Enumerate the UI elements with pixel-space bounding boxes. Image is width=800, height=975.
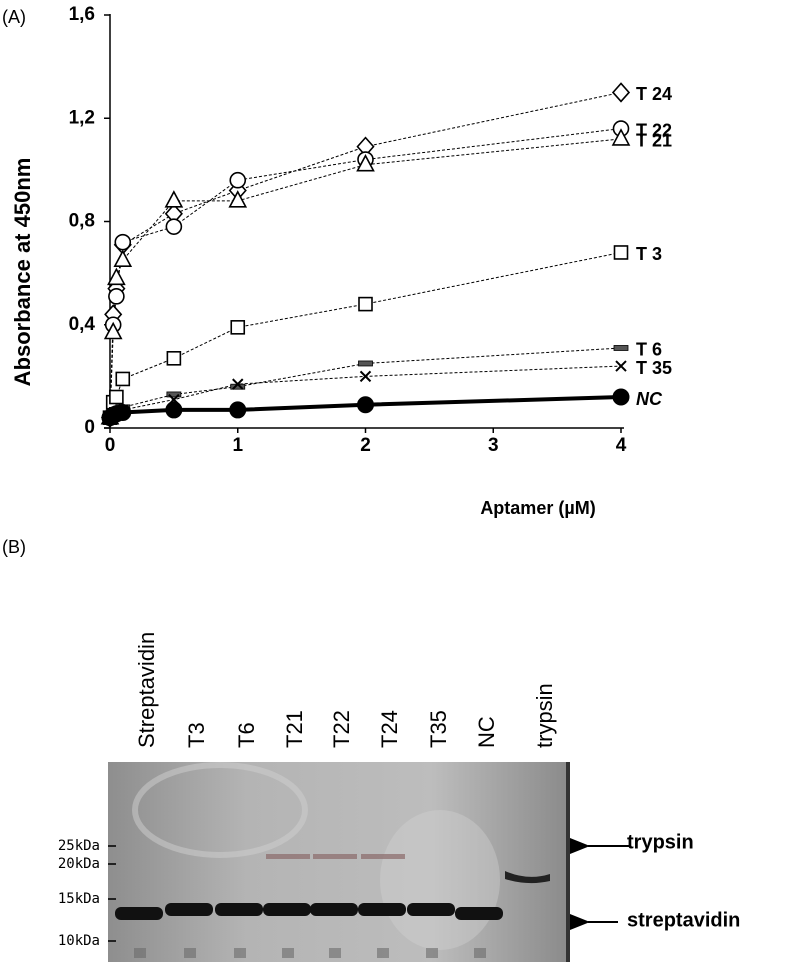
lane-label: T6 [234, 722, 259, 748]
y-tick-label: 0,4 [69, 314, 96, 335]
data-point [229, 401, 247, 419]
panel-label: (B) [2, 537, 26, 557]
protein-band [115, 907, 163, 920]
series-label: T 3 [636, 244, 662, 264]
data-point [359, 370, 372, 383]
y-tick-label: 1,6 [69, 4, 95, 25]
data-point [611, 82, 631, 103]
x-tick-label: 1 [232, 435, 243, 456]
series-label: T 24 [636, 84, 672, 104]
lane-label: T3 [184, 722, 209, 748]
gel-edge [566, 762, 570, 962]
y-axis-label: Absorbance at 450nm [10, 158, 35, 387]
y-tick-label: 0,8 [69, 211, 95, 232]
marker-label: 15kDa [58, 891, 100, 907]
lane-label: Streptavidin [134, 632, 159, 748]
gel-artifact [132, 762, 308, 858]
lane-label: T21 [282, 710, 307, 748]
data-point [611, 128, 631, 146]
series-label: T 22 [636, 120, 672, 140]
faint-band [134, 948, 146, 958]
data-point [358, 296, 373, 312]
lane-label: T24 [377, 710, 402, 748]
data-point [114, 233, 132, 251]
marker-label: 25kDa [58, 838, 100, 854]
lane-label: T35 [426, 710, 451, 748]
gel-artifact [380, 810, 500, 950]
marker-label: 10kDa [58, 933, 100, 949]
series-label: T 6 [636, 340, 662, 360]
arrow-label: trypsin [627, 831, 694, 853]
x-axis-label: Aptamer (µM) [480, 498, 595, 518]
gel-bands [108, 845, 550, 958]
data-point [357, 396, 374, 414]
trypsin-band [505, 871, 550, 884]
data-point [164, 190, 184, 208]
faint-band [282, 948, 294, 958]
series-line [109, 138, 622, 418]
data-point [166, 351, 182, 366]
data-point [232, 378, 244, 390]
series-label: T 21 [636, 131, 672, 151]
faint-band [329, 948, 341, 958]
data-point [356, 154, 375, 172]
faint-band [426, 948, 438, 958]
data-point [165, 401, 183, 419]
data-point [107, 267, 126, 286]
panel-label: (A) [2, 7, 26, 27]
faint-band [184, 948, 196, 958]
data-point [114, 404, 132, 422]
data-point [358, 360, 373, 367]
data-point [113, 249, 133, 268]
y-tick-label: 1,2 [69, 107, 95, 128]
arrow-label: streptavidin [627, 909, 740, 931]
data-point [165, 218, 183, 235]
faint-band [361, 854, 405, 859]
series-label: NC [636, 389, 663, 409]
data-point [613, 345, 629, 351]
gel-image [108, 762, 570, 962]
data-point [230, 320, 246, 335]
protein-band [263, 903, 311, 916]
x-tick-label: 4 [616, 435, 627, 456]
protein-band [215, 903, 263, 916]
lane-label: T22 [329, 710, 354, 748]
protein-band [165, 903, 213, 916]
marker-label: 20kDa [58, 856, 100, 872]
faint-band [474, 948, 486, 958]
data-point [108, 288, 125, 305]
data-point [229, 171, 247, 189]
data-point [228, 190, 248, 208]
x-tick-label: 3 [488, 435, 499, 456]
series-line [109, 365, 622, 419]
data-point [613, 245, 629, 260]
series-line [109, 128, 622, 418]
y-tick-label: 0 [84, 417, 95, 438]
x-tick-label: 2 [360, 435, 371, 456]
faint-band [234, 948, 246, 958]
protein-band [310, 903, 358, 916]
data-point [109, 389, 124, 405]
protein-band [407, 903, 455, 916]
data-point [115, 371, 131, 387]
data-point [612, 388, 630, 406]
lane-label: NC [474, 716, 499, 748]
x-tick-label: 0 [105, 435, 116, 456]
protein-band [455, 907, 503, 920]
data-point [103, 321, 123, 340]
faint-band [377, 948, 389, 958]
faint-band [313, 854, 357, 859]
data-point [615, 360, 627, 372]
protein-band [358, 903, 406, 916]
series-label: T 35 [636, 358, 672, 378]
data-point [166, 391, 182, 398]
lane-label: trypsin [532, 683, 557, 748]
faint-band [266, 854, 310, 859]
